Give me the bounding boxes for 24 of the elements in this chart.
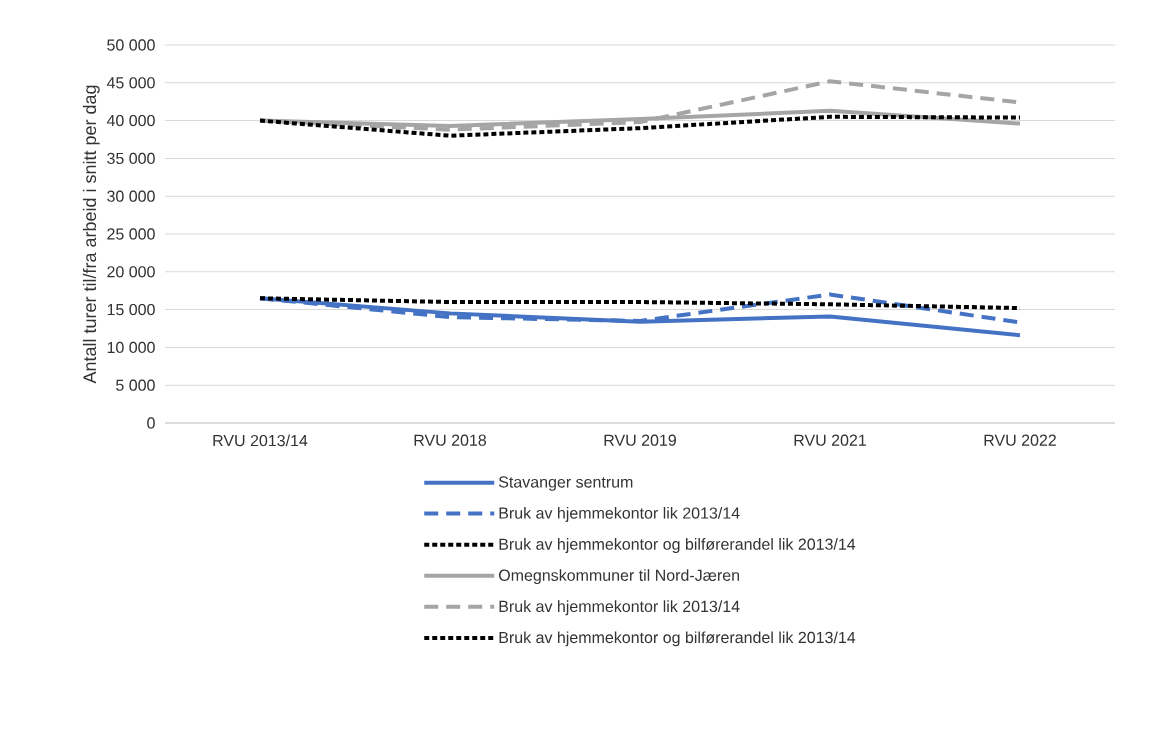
y-tick-label: 10 000 [107,341,155,354]
y-tick-label: 50 000 [107,39,155,51]
x-tick-label: RVU 2013/14 [213,434,308,447]
y-tick-label: 40 000 [106,114,155,127]
legend-label: Bruk av hjemmekontor lik 2013/14 [499,507,740,522]
y-tick-label: 5 000 [116,379,155,391]
x-tick-label: RVU 2022 [984,434,1056,446]
legend-label: Bruk av hjemmekontor lik 2013/14 [499,600,740,616]
y-tick-label: 25 000 [107,228,155,240]
y-tick-label: 20 000 [107,266,155,278]
x-tick-label: RVU 2019 [604,434,676,446]
legend-label: Bruk av hjemmekontor og bilførerandel lik 2013/14 [499,631,856,647]
legend-label: Bruk av hjemmekontor og bilførerandel lik 2013/14 [499,538,856,554]
y-tick-label: 15 000 [107,303,155,316]
y-tick-label: 35 000 [107,152,155,165]
legend-label: Omegnskommuner til Nord-Jæren [498,569,740,585]
legend-label: Stavanger sentrum [498,476,633,491]
y-tick-label: 45 000 [106,77,155,89]
y-tick-label: 0 [147,417,155,429]
line-series [258,114,1022,138]
y-axis-title: Antall turer til/fra arbeid i snitt per dag [82,85,100,384]
x-tick-label: RVU 2018 [414,434,487,446]
x-tick-label: RVU 2021 [794,434,866,446]
y-tick-label: 30 000 [107,190,155,202]
